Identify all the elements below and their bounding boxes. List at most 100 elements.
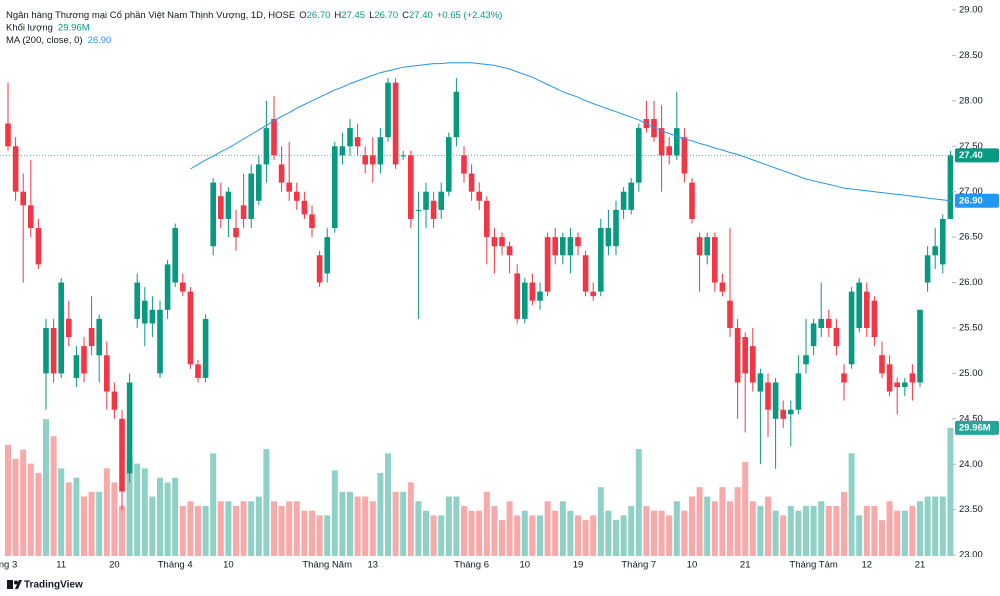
candle-body: [750, 346, 756, 383]
candle-body: [871, 300, 878, 338]
ma-value: 26.90: [88, 35, 112, 46]
candle-body: [28, 205, 34, 229]
candle-body: [408, 155, 414, 219]
volume-bar: [863, 505, 870, 556]
x-tick-label: 19: [573, 560, 584, 571]
volume-bar: [126, 458, 133, 556]
x-tick-label: Tháng 7: [621, 560, 656, 571]
candle-body: [947, 155, 954, 219]
volume-bar: [567, 510, 574, 556]
x-tick-label: Tháng Tám: [789, 560, 837, 571]
y-tick-label: 24.50: [959, 413, 983, 424]
candle-body: [598, 228, 604, 292]
volume-bar: [468, 510, 475, 556]
candle-body: [400, 155, 406, 157]
candle-body: [681, 137, 688, 174]
candle-body: [240, 205, 247, 219]
volume-bar: [248, 501, 255, 556]
ohlc-key: O: [299, 10, 306, 21]
candle-body: [385, 82, 391, 138]
volume-bar: [696, 487, 703, 556]
candle-body: [636, 128, 642, 183]
tradingview-logo: TradingView: [7, 580, 83, 591]
candle-body: [233, 228, 239, 238]
volume-bar: [689, 496, 695, 556]
volume-bar: [35, 473, 42, 556]
volume-bar: [924, 496, 931, 556]
candle-body: [309, 214, 315, 229]
volume-bar: [552, 510, 559, 556]
volume-bar: [438, 515, 445, 556]
candle-body: [605, 228, 612, 247]
volume-bar: [20, 449, 27, 556]
x-tick-label: 20: [109, 560, 120, 571]
volume-bar: [529, 515, 536, 556]
volume-bar: [825, 505, 832, 556]
candle-body: [689, 182, 695, 219]
candle-body: [719, 282, 726, 292]
candle-body: [560, 237, 566, 256]
ohlc-value: 27.40: [409, 10, 433, 21]
volume-bar: [909, 505, 916, 556]
candle-body: [301, 200, 308, 215]
volume-bar: [886, 501, 893, 556]
candle-body: [552, 237, 558, 256]
candle-body: [590, 291, 596, 297]
volume-bar: [233, 505, 239, 556]
volume-bar: [651, 510, 657, 556]
candle-body: [66, 318, 72, 338]
candle-body: [514, 273, 520, 319]
y-tick-label: 28.50: [959, 50, 983, 61]
volume-bar: [187, 501, 194, 556]
volume-bar: [537, 515, 543, 556]
candle-body: [666, 146, 672, 156]
ma-line: [190, 62, 951, 202]
candle-body: [628, 182, 634, 210]
volume-bar: [58, 468, 65, 556]
volume-bar: [582, 520, 589, 556]
candle-body: [316, 255, 323, 283]
volume-bar: [263, 449, 270, 556]
volume-bar: [271, 501, 277, 556]
ohlc-key: C: [402, 10, 409, 21]
volume-bar: [810, 505, 817, 556]
volume-bar: [932, 496, 939, 556]
volume-value: 29.96M: [58, 22, 90, 33]
volume-bar: [331, 470, 338, 556]
volume-bar: [202, 505, 209, 556]
volume-bar: [803, 505, 809, 556]
candle-body: [423, 191, 429, 210]
volume-bar: [772, 510, 779, 556]
volume-bar: [939, 496, 946, 556]
candle-body: [126, 382, 133, 474]
logo-bar: [7, 580, 13, 589]
candle-body: [392, 82, 399, 165]
volume-bar: [742, 461, 749, 556]
volume-bar: [65, 482, 72, 556]
volume-bar: [848, 453, 855, 556]
volume-bar: [179, 505, 186, 556]
y-tick-label: 26.00: [959, 277, 983, 288]
volume-bar: [445, 496, 452, 556]
volume-bar: [369, 501, 376, 556]
volume-bars: [5, 419, 954, 556]
candle-body: [704, 237, 710, 256]
candles: [5, 78, 954, 510]
candle-body: [81, 346, 87, 374]
candle-body: [119, 418, 125, 492]
candle-body: [446, 137, 452, 192]
x-tick-label: 10: [520, 560, 531, 571]
logo-dot: [14, 580, 18, 585]
candle-body: [620, 191, 627, 210]
volume-bar: [195, 505, 201, 556]
volume-bar: [483, 491, 490, 556]
candle-body: [810, 323, 817, 347]
candle-body: [544, 237, 551, 292]
candle-body: [430, 200, 437, 219]
volume-bar: [347, 491, 353, 556]
candle-body: [294, 191, 300, 201]
y-tick-label: 25.00: [959, 368, 983, 379]
candle-body: [765, 382, 771, 410]
volume-bar: [605, 510, 612, 556]
candle-body: [886, 364, 893, 392]
